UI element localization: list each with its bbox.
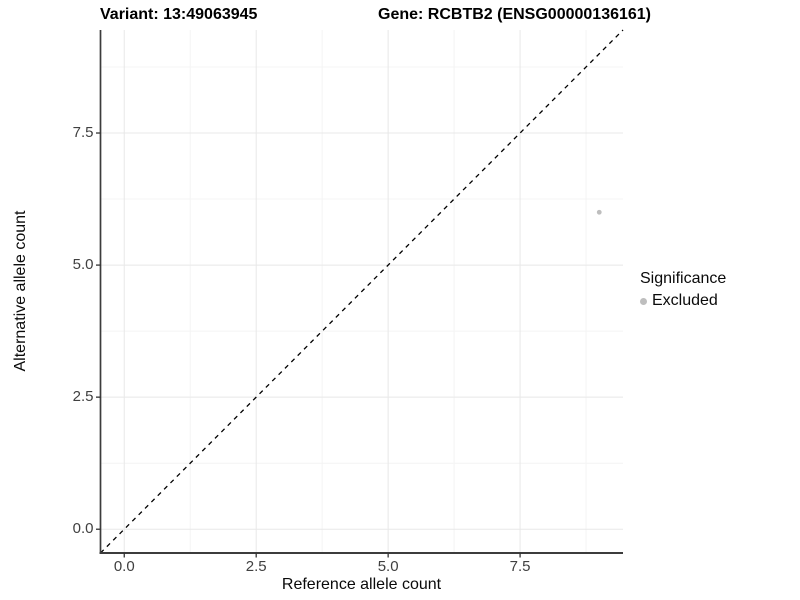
gene-title: Gene: RCBTB2 (ENSG00000136161) [378, 6, 652, 23]
data-points [596, 209, 602, 215]
y-tick-label: 5.0 [72, 256, 94, 274]
x-tick-label: 7.5 [509, 558, 531, 575]
y-tick-label: 0.0 [72, 520, 94, 538]
x-tick-label: 5.0 [377, 558, 399, 575]
axis-tick-marks [96, 132, 521, 558]
identity-reference-line [100, 29, 624, 554]
x-tick-label: 0.0 [113, 558, 135, 575]
y-tick-label: 2.5 [72, 388, 94, 406]
legend-point-swatch-icon [640, 297, 647, 305]
legend: Significance Excluded [640, 270, 726, 310]
variant-title: Variant: 13:49063945 [100, 6, 258, 23]
y-tick-label: 7.5 [72, 124, 94, 141]
identity-line [100, 29, 624, 554]
legend-item-label: Excluded [652, 292, 718, 309]
y-axis-title: Alternative allele count [12, 210, 29, 372]
scatter-point [596, 209, 602, 215]
major-gridlines [100, 30, 623, 553]
x-tick-label: 2.5 [245, 558, 267, 575]
minor-gridlines [100, 30, 623, 553]
legend-item-excluded: Excluded [640, 292, 726, 310]
x-axis-title: Reference allele count [281, 576, 442, 593]
axis-lines [99, 30, 623, 554]
legend-title: Significance [640, 270, 727, 287]
